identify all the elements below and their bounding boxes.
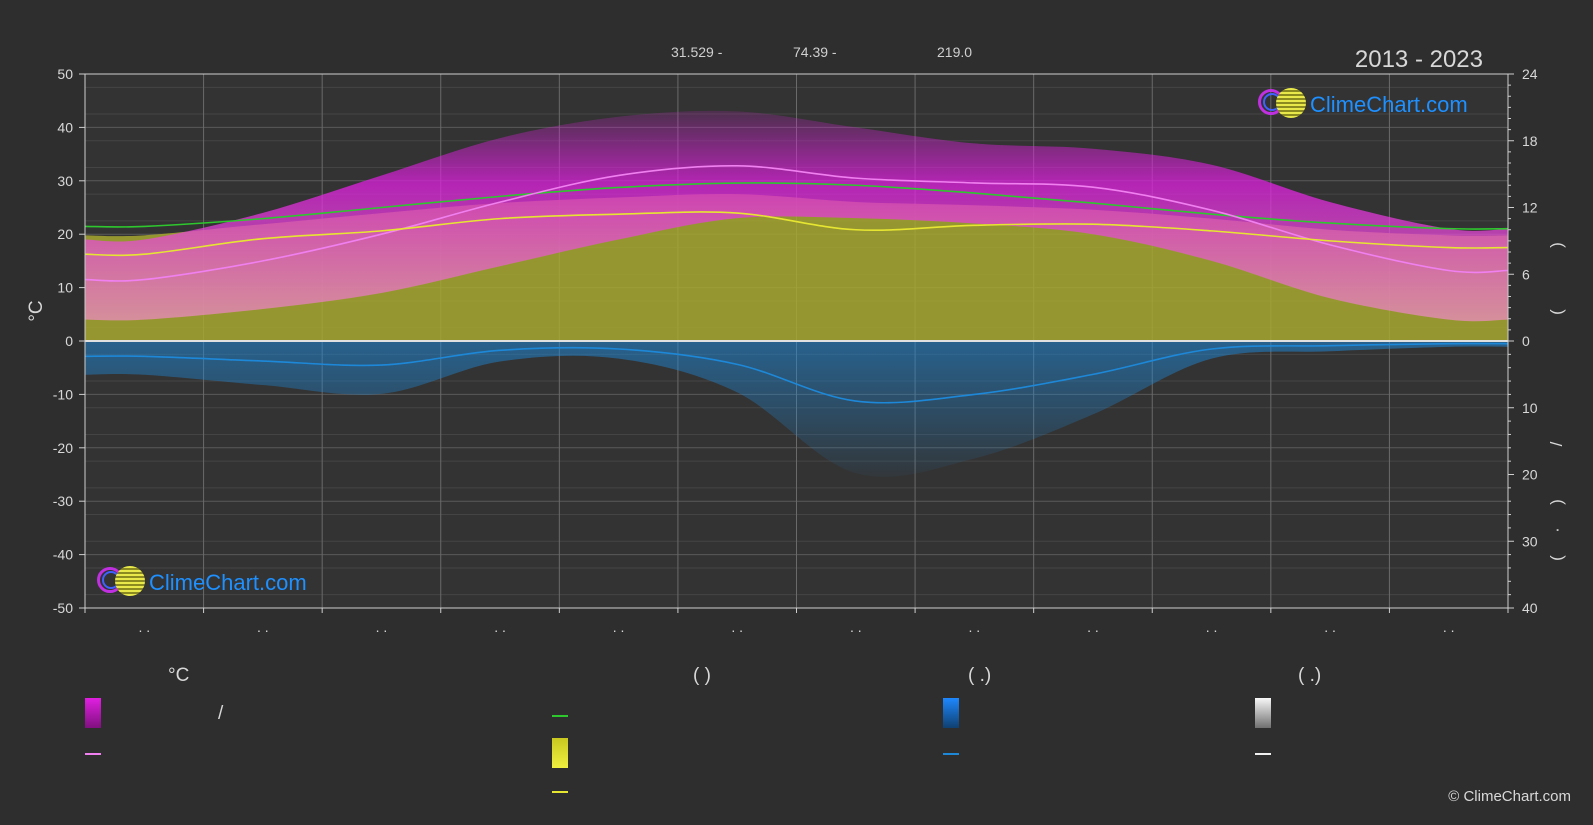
month-label: . . — [376, 619, 388, 635]
month-label: . . — [969, 619, 981, 635]
legend-swatch-sunshine-range — [552, 738, 568, 768]
legend-swatch-snow — [1255, 753, 1271, 755]
avg_max_temp-line — [84, 165, 1509, 282]
data-bands — [85, 110, 1508, 477]
right-top-tick-label: 24 — [1522, 66, 1538, 82]
right-bottom-tick-label: 40 — [1522, 600, 1538, 616]
brand-logo-top[interactable]: ClimeChart.com — [1258, 88, 1468, 122]
legend-swatch-daylight — [552, 715, 568, 717]
right-top-tick-label: 12 — [1522, 200, 1538, 216]
legend-header-temperature: °C — [168, 665, 190, 686]
left-axis-label: °C — [26, 300, 47, 321]
left-tick-label: 40 — [57, 119, 73, 135]
right-bottom-axis-label-char: / — [1547, 441, 1566, 446]
right-bottom-tick-label: 20 — [1522, 467, 1538, 483]
left-tick-label: 50 — [57, 66, 73, 82]
month-label: . . — [613, 619, 625, 635]
year-range: 2013 - 2023 — [1354, 46, 1483, 73]
month-label: . . — [1087, 619, 1099, 635]
left-tick-label: -20 — [53, 440, 73, 456]
header-info-2: 74.39 - — [793, 44, 837, 60]
precipitation_mm-line — [84, 342, 1509, 404]
right-top-tick-label: 0 — [1522, 333, 1530, 349]
brand-logo-bottom[interactable]: ClimeChart.com — [97, 566, 307, 600]
legend-header-daylight: ( ) — [693, 665, 711, 686]
left-tick-label: 30 — [57, 173, 73, 189]
climechart-logo-icon — [1258, 88, 1308, 122]
month-label: . . — [1324, 619, 1336, 635]
left-tick-label: -30 — [53, 493, 73, 509]
month-label: . . — [1206, 619, 1218, 635]
right-top-axis-label-char: ( — [1547, 309, 1566, 315]
left-tick-label: -50 — [53, 600, 73, 616]
left-tick-label: 20 — [57, 226, 73, 242]
legend-swatch-sunshine — [552, 791, 568, 793]
right-bottom-tick-label: 30 — [1522, 533, 1538, 549]
legend-text-temp-range: / — [218, 703, 224, 724]
right-top-tick-label: 6 — [1522, 266, 1530, 282]
right-bottom-axis-label-char: ( — [1547, 555, 1566, 561]
month-label: . . — [138, 619, 150, 635]
copyright: © ClimeChart.com — [1448, 788, 1571, 805]
header-info-3: 219.0 — [937, 44, 973, 60]
right-top-tick-label: 18 — [1522, 133, 1538, 149]
climechart-logo-icon — [97, 566, 147, 600]
sunshine_hours-line — [84, 211, 1509, 257]
legend-header-snow: ( .) — [1298, 665, 1322, 686]
precipitation-range-area — [85, 341, 1508, 477]
left-tick-label: 0 — [65, 333, 73, 349]
daylight_hours-line — [84, 182, 1509, 230]
brand-name: ClimeChart.com — [149, 570, 307, 595]
legend-swatch-snow-range — [1255, 698, 1271, 728]
legend-swatch-precipitation-range — [943, 698, 959, 728]
temperature-range-area — [85, 110, 1508, 322]
brand-name: ClimeChart.com — [1310, 92, 1468, 117]
month-label: . . — [494, 619, 506, 635]
left-tick-label: -10 — [53, 386, 73, 402]
left-tick-label: 10 — [57, 280, 73, 296]
legend-swatch-precipitation — [943, 753, 959, 755]
month-label: . . — [850, 619, 862, 635]
axes: 50 40 30 20 10 0 -10 -20 -30 -40 -50 °C 24 18 12 6 0 10 20… — [26, 66, 1566, 635]
month-label: . . — [731, 619, 743, 635]
header-info-1: 31.529 - — [671, 44, 723, 60]
right-bottom-axis-label-char: · — [1547, 527, 1566, 533]
climate-chart: 50 40 30 20 10 0 -10 -20 -30 -40 -50 °C 24 18 12 6 0 10 20… — [26, 66, 1566, 635]
right-bottom-tick-label: 10 — [1522, 400, 1538, 416]
left-tick-label: -40 — [53, 547, 73, 563]
right-bottom-axis-label-char: ) — [1547, 499, 1566, 505]
legend-swatch-temp-range — [85, 698, 101, 728]
data-lines — [84, 165, 1509, 404]
legend-swatch-avg-max — [85, 753, 101, 755]
legend-header-precipitation: ( .) — [968, 665, 992, 686]
month-label: . . — [257, 619, 269, 635]
right-top-axis-label-char: ) — [1547, 242, 1566, 248]
legend: °C ( ) ( .) ( .) / — [0, 655, 1593, 815]
month-label: . . — [1443, 619, 1455, 635]
